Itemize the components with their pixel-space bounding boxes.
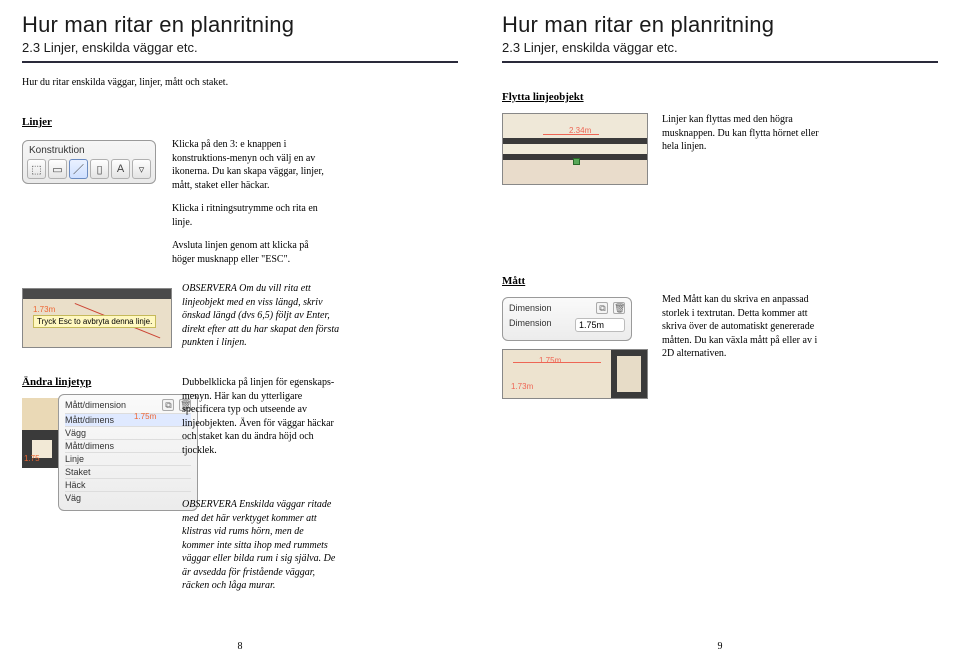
section-heading-matt: Mått <box>502 275 525 287</box>
matt-p1: Med Mått kan du skriva en anpassad storl… <box>662 293 830 361</box>
page-number: 8 <box>0 641 480 652</box>
dimension-label: Dimension <box>509 318 552 332</box>
lineprops-opt[interactable]: Vägg <box>65 426 191 439</box>
page-left: Hur man ritar en planritning 2.3 Linjer,… <box>0 0 480 658</box>
section-heading-linjer: Linjer <box>22 116 52 128</box>
esc-measure: 1.73m <box>33 305 55 314</box>
konstruktion-toolbar: Konstruktion ⬚ ▭ ／ ▯ A ▿ <box>22 140 156 184</box>
page-subtitle: 2.3 Linjer, enskilda väggar etc. <box>22 40 458 59</box>
dimension-input[interactable] <box>575 318 625 332</box>
dimension-title: Dimension <box>509 303 552 313</box>
move-measure: 2.34m <box>569 126 591 135</box>
lineprops-title: Mått/dimension <box>65 400 126 410</box>
toolbar-btn-5[interactable]: A <box>111 159 130 179</box>
page-subtitle: 2.3 Linjer, enskilda väggar etc. <box>502 40 938 59</box>
lineprops-opt[interactable]: Linje <box>65 452 191 465</box>
copy-icon[interactable]: ⧉ <box>162 399 174 411</box>
linjer-p2: Klicka i ritningsutrymme och rita en lin… <box>172 202 332 229</box>
lineprops-opt[interactable]: Staket <box>65 465 191 478</box>
dim-m1: 1.75m <box>539 356 561 365</box>
drag-handle-icon[interactable] <box>573 158 580 165</box>
trash-icon[interactable]: 🗑 <box>613 302 625 314</box>
page-title: Hur man ritar en planritning <box>502 12 938 38</box>
toolbar-btn-3[interactable]: ／ <box>69 159 88 179</box>
screenshot-move: 2.34m <box>502 113 648 185</box>
page-number: 9 <box>480 641 960 652</box>
page-title: Hur man ritar en planritning <box>22 12 458 38</box>
section-heading-andra: Ändra linjetyp <box>22 376 91 388</box>
copy-icon[interactable]: ⧉ <box>596 302 608 314</box>
dim-m2: 1.73m <box>511 382 533 391</box>
toolbar-btn-6[interactable]: ▿ <box>132 159 151 179</box>
andra-m2: 1.75 <box>24 454 40 463</box>
dubbel-text: Dubbelklicka på linjen för egenskaps-men… <box>182 376 338 457</box>
toolbar-btn-1[interactable]: ⬚ <box>27 159 46 179</box>
screenshot-dimension: 1.75m 1.73m <box>502 349 648 399</box>
toolbar-btn-2[interactable]: ▭ <box>48 159 67 179</box>
flytta-p1: Linjer kan flyttas med den högra musknap… <box>662 113 822 154</box>
page-right: Hur man ritar en planritning 2.3 Linjer,… <box>480 0 960 658</box>
title-rule <box>22 61 458 63</box>
lineprops-opt[interactable]: Mått/dimens <box>65 439 191 452</box>
section-heading-flytta: Flytta linjeobjekt <box>502 91 584 103</box>
toolbar-title: Konstruktion <box>27 144 151 159</box>
lineprops-opt[interactable]: Häck <box>65 478 191 491</box>
linjer-p3: Avsluta linjen genom att klicka på höger… <box>172 239 332 266</box>
esc-tooltip: Tryck Esc to avbryta denna linje. <box>33 315 156 328</box>
intro-text: Hur du ritar enskilda väggar, linjer, må… <box>22 77 458 88</box>
lineprops-opt[interactable]: Mått/dimens <box>65 413 191 426</box>
toolbar-btn-4[interactable]: ▯ <box>90 159 109 179</box>
lineprops-opt[interactable]: Väg <box>65 491 191 504</box>
lineprops-panel: Mått/dimension ⧉ 🗑 Mått/dimens Vägg Mått… <box>58 394 198 511</box>
linjer-p1: Klicka på den 3: e knappen i konstruktio… <box>172 138 332 192</box>
observera-2: OBSERVERA Enskilda väggar ritade med det… <box>182 498 338 593</box>
dimension-panel: Dimension ⧉ 🗑 Dimension <box>502 297 632 341</box>
observera-1: OBSERVERA Om du vill rita ett linjeobjek… <box>182 282 342 350</box>
screenshot-esc: 1.73m Tryck Esc to avbryta denna linje. <box>22 288 172 348</box>
title-rule <box>502 61 938 63</box>
andra-m1: 1.75m <box>134 412 156 421</box>
